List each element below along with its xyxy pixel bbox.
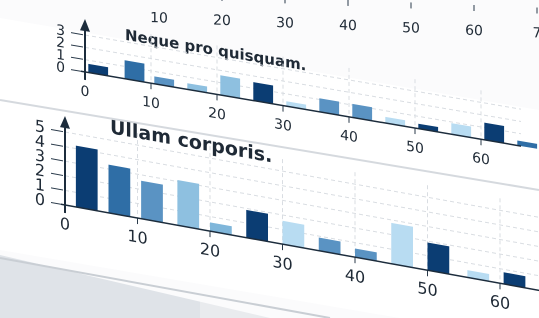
- x-tick-label: 50: [402, 20, 420, 37]
- bar: [141, 181, 163, 223]
- x-tick-label: 10: [127, 226, 147, 249]
- bar: [391, 223, 413, 268]
- y-tick-label: 5: [35, 116, 45, 137]
- x-tick-label: 60: [490, 291, 510, 314]
- x-tick-label: 40: [339, 18, 357, 35]
- photo: 1020304050607Neque pro quisquam.01230102…: [0, 0, 539, 318]
- x-tick-label: 0: [60, 214, 70, 235]
- bar: [177, 180, 199, 229]
- x-tick-label: 50: [417, 278, 437, 301]
- x-tick-label: 7: [533, 25, 539, 41]
- x-tick-label: 20: [208, 105, 226, 124]
- bar: [109, 165, 131, 217]
- y-tick-label: 3: [56, 22, 65, 39]
- x-tick-label: 20: [200, 239, 220, 262]
- x-tick-label: 30: [272, 252, 292, 275]
- x-tick-label: 30: [274, 116, 292, 135]
- bar: [428, 243, 450, 275]
- x-tick-label: 10: [142, 94, 160, 113]
- bar: [283, 221, 305, 248]
- x-tick-label: 40: [340, 127, 358, 146]
- x-tick-label: 10: [150, 10, 168, 27]
- x-tick-label: 30: [276, 15, 294, 32]
- x-tick-label: 0: [81, 83, 90, 100]
- x-tick-label: 40: [345, 265, 365, 288]
- x-tick-label: 60: [465, 23, 483, 40]
- x-tick-label: 60: [472, 150, 490, 169]
- x-tick-label: 50: [406, 139, 424, 158]
- bar: [246, 210, 268, 242]
- x-tick-label: 20: [213, 13, 231, 30]
- bar: [76, 146, 98, 211]
